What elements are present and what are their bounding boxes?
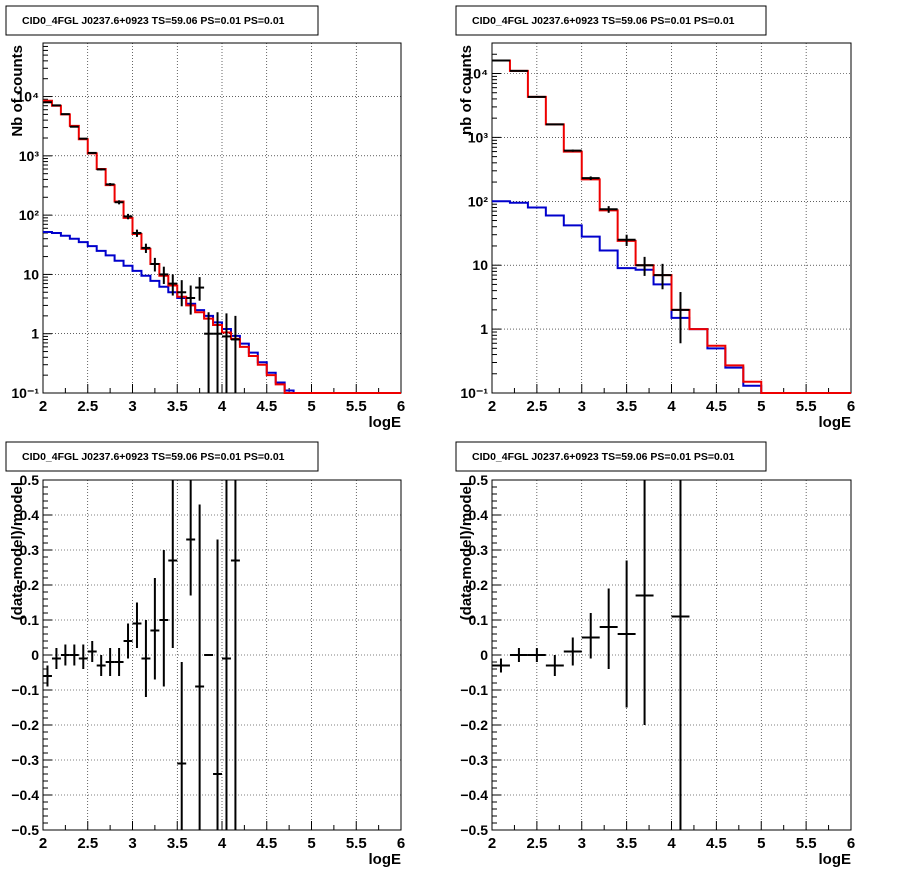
chart-title: CID0_4FGL J0237.6+0923 TS=59.06 PS=0.01 … [22, 15, 285, 27]
x-tick-label: 4 [667, 398, 676, 415]
chart-panel-3: CID0_4FGL J0237.6+0923 TS=59.06 PS=0.01 … [5, 441, 405, 868]
y-tick-label: 10 [472, 257, 488, 273]
y-tick-label: 0.5 [469, 472, 489, 488]
y-tick-label: 0.3 [20, 542, 40, 558]
y-tick-label: −0.5 [460, 822, 488, 838]
x-tick-label: 5 [757, 398, 765, 415]
x-tick-label: 3.5 [616, 398, 637, 415]
x-tick-label: 2.5 [77, 835, 98, 852]
y-tick-label: 1 [31, 326, 39, 342]
x-tick-label: 3.5 [167, 835, 188, 852]
data-points [492, 480, 690, 830]
chart-panel-2: CID0_4FGL J0237.6+0923 TS=59.06 PS=0.01 … [455, 5, 855, 431]
x-tick-label: 5.5 [346, 835, 367, 852]
x-tick-label: 3 [128, 398, 136, 415]
y-tick-label: 10³ [19, 148, 40, 164]
chart-title-box [455, 441, 767, 472]
x-tick-label: 4.5 [256, 398, 277, 415]
x-tick-label: 5 [307, 398, 315, 415]
chart-title-box [5, 5, 319, 36]
x-tick-label: 4.5 [256, 835, 277, 852]
chart-title-box [455, 5, 767, 36]
chart-title: CID0_4FGL J0237.6+0923 TS=59.06 PS=0.01 … [472, 451, 735, 463]
y-tick-label: −0.4 [460, 787, 488, 803]
x-tick-label: 6 [397, 835, 405, 852]
data-points [43, 101, 240, 393]
x-tick-label: 3 [128, 835, 136, 852]
x-tick-label: 2.5 [526, 398, 547, 415]
histogram-series-2 [43, 99, 401, 394]
y-tick-label: 0.1 [469, 612, 489, 628]
x-axis-title: logE [819, 414, 852, 431]
y-tick-label: 0 [480, 647, 488, 663]
y-tick-label: −0.3 [460, 752, 488, 768]
x-tick-label: 3 [578, 398, 586, 415]
x-tick-label: 6 [847, 398, 855, 415]
y-tick-label: 10² [19, 207, 40, 223]
y-tick-label: −0.2 [11, 717, 39, 733]
y-tick-label: −0.3 [11, 752, 39, 768]
x-tick-label: 2 [39, 835, 47, 852]
chart-title-box [5, 441, 319, 472]
x-tick-label: 4 [218, 835, 227, 852]
x-tick-label: 3.5 [167, 398, 188, 415]
x-tick-label: 2.5 [526, 835, 547, 852]
y-tick-label: 10 [23, 266, 39, 282]
x-tick-label: 5 [757, 835, 765, 852]
y-tick-label: 1 [480, 321, 488, 337]
y-axis-title: Nb of counts [9, 45, 26, 137]
x-tick-label: 3 [578, 835, 586, 852]
x-tick-label: 5.5 [796, 835, 817, 852]
y-tick-label: 10⁴ [17, 89, 40, 105]
y-axis-title: (data-model)/model [458, 482, 475, 620]
y-tick-label: −0.2 [460, 717, 488, 733]
y-tick-label: 0.2 [20, 577, 40, 593]
x-tick-label: 3.5 [616, 835, 637, 852]
chart-panel-1: CID0_4FGL J0237.6+0923 TS=59.06 PS=0.01 … [5, 5, 405, 431]
y-tick-label: 0.4 [469, 507, 489, 523]
y-tick-label: −0.5 [11, 822, 39, 838]
x-axis-title: logE [369, 851, 402, 868]
x-tick-label: 6 [847, 835, 855, 852]
x-axis-title: logE [369, 414, 402, 431]
y-tick-label: 0.1 [20, 612, 40, 628]
chart-panel-4: CID0_4FGL J0237.6+0923 TS=59.06 PS=0.01 … [455, 441, 855, 868]
y-axis-title: (data-model)/model [9, 482, 26, 620]
y-tick-label: 10² [468, 193, 489, 209]
x-tick-label: 4.5 [706, 398, 727, 415]
x-tick-label: 2 [488, 398, 496, 415]
x-tick-label: 2 [488, 835, 496, 852]
x-tick-label: 5.5 [346, 398, 367, 415]
x-tick-label: 2.5 [77, 398, 98, 415]
y-tick-label: 10⁻¹ [11, 385, 39, 401]
x-tick-label: 2 [39, 398, 47, 415]
x-tick-label: 5 [307, 835, 315, 852]
histogram-series-2 [492, 59, 851, 394]
y-tick-label: 0 [31, 647, 39, 663]
y-tick-label: −0.4 [11, 787, 39, 803]
y-tick-label: 10³ [468, 129, 489, 145]
data-points [43, 480, 240, 830]
data-points [492, 59, 690, 344]
x-tick-label: 5.5 [796, 398, 817, 415]
y-tick-label: −0.1 [460, 682, 488, 698]
x-axis-title: logE [819, 851, 852, 868]
chart-title: CID0_4FGL J0237.6+0923 TS=59.06 PS=0.01 … [22, 451, 285, 463]
y-tick-label: 0.4 [20, 507, 40, 523]
x-tick-label: 6 [397, 398, 405, 415]
x-tick-label: 4 [667, 835, 676, 852]
y-tick-label: −0.1 [11, 682, 39, 698]
y-tick-label: 10⁻¹ [460, 385, 488, 401]
y-tick-label: 0.2 [469, 577, 489, 593]
y-tick-label: 0.5 [20, 472, 40, 488]
y-tick-label: 0.3 [469, 542, 489, 558]
x-tick-label: 4 [218, 398, 227, 415]
y-axis-title: nb of counts [458, 45, 475, 135]
x-tick-label: 4.5 [706, 835, 727, 852]
chart-title: CID0_4FGL J0237.6+0923 TS=59.06 PS=0.01 … [472, 15, 735, 27]
y-tick-label: 10⁴ [466, 65, 489, 81]
